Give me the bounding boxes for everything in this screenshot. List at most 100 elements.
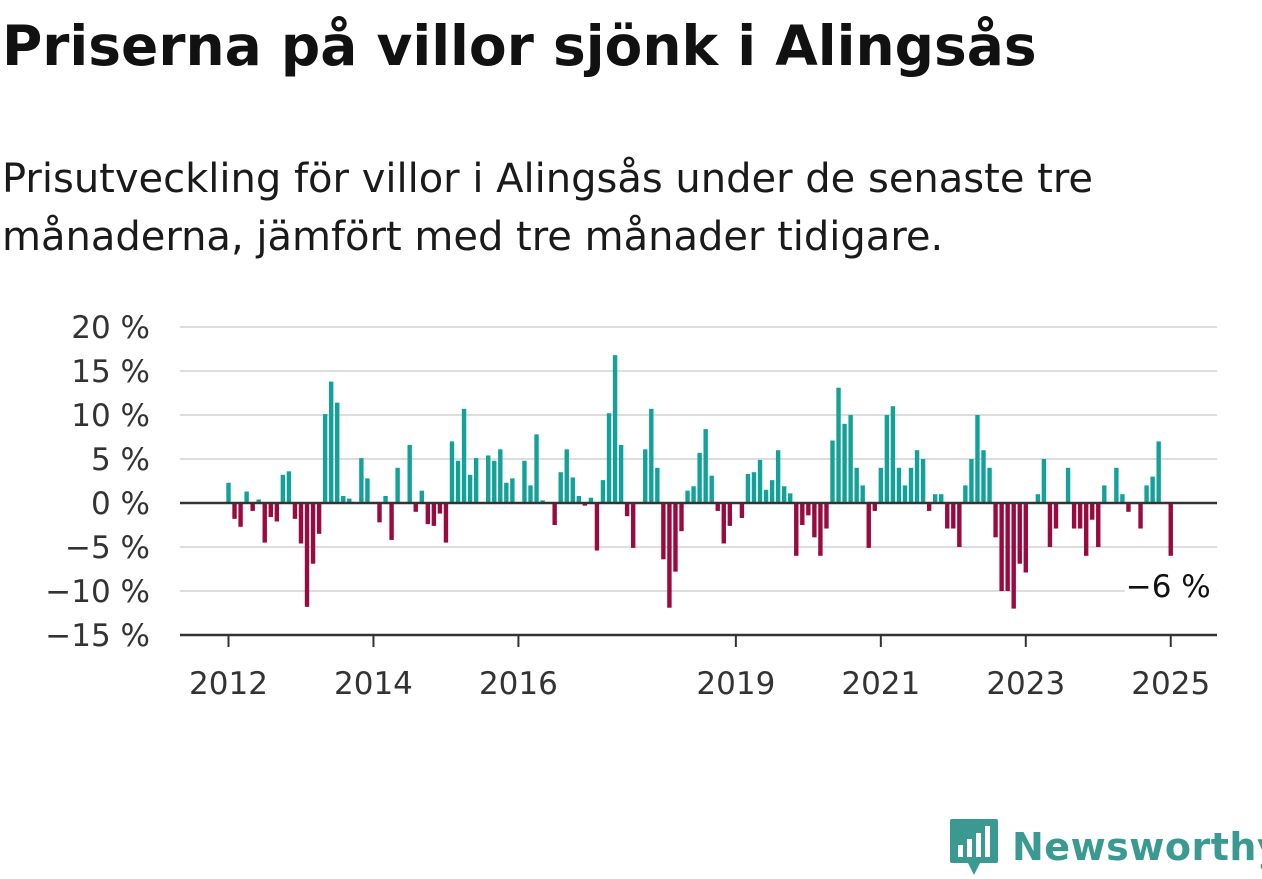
bar bbox=[455, 460, 461, 503]
bar bbox=[1138, 503, 1143, 529]
x-tick-label: 2012 bbox=[189, 666, 268, 702]
end-value-label: −6 % bbox=[1126, 569, 1211, 605]
bar bbox=[630, 503, 636, 548]
bar bbox=[981, 450, 986, 503]
bar bbox=[975, 415, 980, 503]
bar bbox=[594, 503, 600, 551]
bar bbox=[1047, 503, 1053, 547]
y-tick-label: −15 % bbox=[45, 618, 150, 654]
bar bbox=[1011, 503, 1016, 609]
bar bbox=[528, 485, 533, 503]
y-tick-label: 10 % bbox=[71, 398, 150, 434]
y-tick-label: 5 % bbox=[91, 442, 150, 478]
bar bbox=[510, 478, 515, 503]
bar bbox=[763, 489, 769, 503]
brand-name: Newsworthy bbox=[1012, 825, 1262, 869]
end-label-background bbox=[1124, 570, 1217, 606]
bar bbox=[407, 444, 412, 503]
bar bbox=[1035, 494, 1041, 503]
bar bbox=[884, 415, 890, 503]
bar bbox=[492, 460, 497, 503]
bar bbox=[226, 482, 231, 503]
bar bbox=[824, 503, 829, 529]
bar bbox=[685, 490, 690, 503]
bar bbox=[1053, 503, 1059, 529]
bar bbox=[280, 474, 286, 503]
bar bbox=[612, 355, 618, 503]
bar bbox=[745, 473, 751, 503]
y-tick-label: 15 % bbox=[71, 354, 150, 390]
bar bbox=[624, 503, 630, 517]
bar bbox=[413, 503, 418, 512]
bar bbox=[806, 503, 811, 516]
bar bbox=[727, 503, 733, 526]
bar bbox=[818, 503, 823, 556]
bar bbox=[522, 460, 527, 503]
bar bbox=[945, 503, 950, 529]
bar bbox=[661, 503, 666, 560]
x-tick-label: 2025 bbox=[1131, 666, 1210, 702]
bar bbox=[697, 452, 702, 503]
bar bbox=[1083, 503, 1089, 556]
bar bbox=[1041, 459, 1047, 503]
bar bbox=[262, 503, 267, 543]
bar bbox=[395, 467, 400, 503]
bar bbox=[600, 480, 606, 503]
bar bbox=[1114, 467, 1119, 503]
bar bbox=[926, 503, 932, 511]
bar bbox=[812, 503, 817, 538]
bar bbox=[866, 503, 871, 548]
bar bbox=[951, 503, 956, 529]
bar bbox=[286, 471, 292, 503]
y-tick-label: 20 % bbox=[71, 310, 150, 346]
bar bbox=[1120, 494, 1125, 503]
y-tick-label: 0 % bbox=[91, 486, 150, 522]
bar bbox=[739, 503, 745, 518]
bar bbox=[232, 503, 237, 519]
bar bbox=[655, 467, 660, 503]
bar bbox=[902, 485, 908, 503]
bar bbox=[389, 503, 394, 540]
bar bbox=[691, 486, 696, 503]
bar-chart-badge-icon bbox=[950, 819, 998, 875]
bar bbox=[673, 503, 678, 572]
bar bbox=[274, 503, 280, 522]
bar bbox=[878, 467, 884, 503]
bar bbox=[443, 503, 449, 543]
bar bbox=[347, 498, 352, 503]
bar bbox=[775, 450, 781, 503]
bar bbox=[703, 429, 708, 503]
bar bbox=[238, 503, 243, 527]
bar-series bbox=[226, 355, 1173, 609]
bar bbox=[558, 472, 563, 503]
bar bbox=[576, 495, 582, 503]
bar bbox=[836, 387, 841, 503]
x-tick-label: 2016 bbox=[479, 666, 558, 702]
newsworthy-logo: Newsworthy bbox=[948, 817, 1262, 877]
bar bbox=[848, 415, 853, 503]
bar bbox=[999, 503, 1004, 591]
bar bbox=[788, 493, 793, 503]
bar bbox=[1096, 503, 1101, 547]
bar bbox=[1144, 485, 1149, 503]
bar bbox=[534, 434, 539, 503]
bar bbox=[969, 459, 974, 503]
bar bbox=[552, 503, 557, 525]
bar bbox=[1023, 503, 1028, 573]
bar bbox=[359, 458, 364, 503]
bar bbox=[769, 480, 775, 503]
bar bbox=[800, 503, 805, 525]
bar bbox=[1077, 503, 1083, 529]
bar bbox=[473, 458, 479, 503]
bar bbox=[304, 503, 310, 607]
bar bbox=[649, 408, 654, 503]
bar bbox=[606, 413, 612, 503]
bar bbox=[896, 467, 902, 503]
bar bbox=[1156, 441, 1161, 503]
bar bbox=[1150, 476, 1155, 503]
x-tick-label: 2014 bbox=[334, 666, 413, 702]
bar bbox=[467, 474, 473, 503]
bar bbox=[618, 444, 624, 503]
bar bbox=[957, 503, 962, 547]
